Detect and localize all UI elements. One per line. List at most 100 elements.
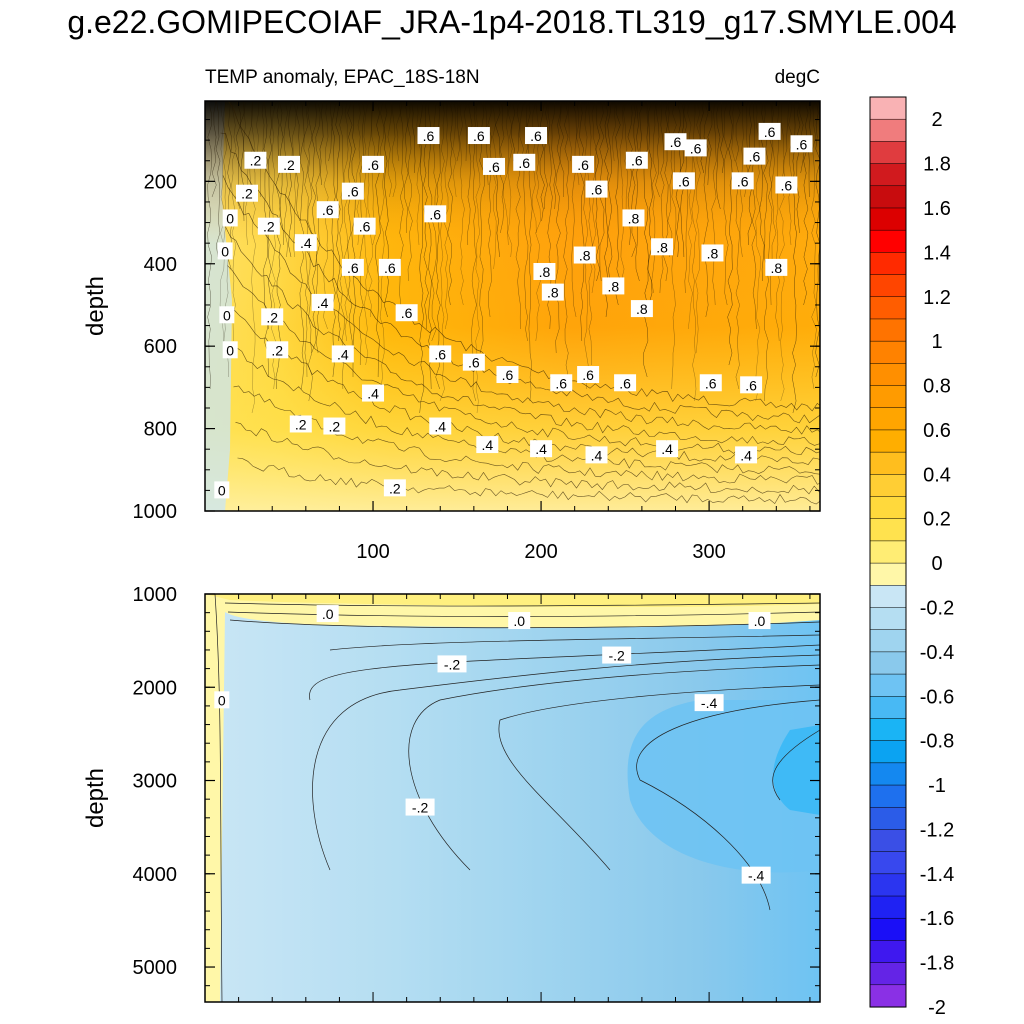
contour-label: .6: [585, 180, 608, 198]
upper-streak: [248, 101, 253, 186]
colorbar-swatch: [869, 806, 907, 830]
svg-text:.6: .6: [555, 375, 567, 391]
upper-streak: [783, 101, 789, 186]
contour-label: .8: [602, 277, 625, 295]
contour-label: .2: [289, 415, 312, 433]
colorbar-label: 0.8: [923, 376, 951, 398]
svg-text:-.2: -.2: [444, 656, 461, 672]
upper-field: [205, 101, 820, 511]
upper-contour-line: [233, 385, 820, 485]
svg-text:.6: .6: [690, 140, 702, 156]
contour-label: .4: [530, 440, 553, 458]
y-tick-label: 800: [144, 419, 177, 441]
svg-text:.6: .6: [749, 149, 761, 165]
contour-label: .4: [476, 436, 499, 454]
contour-label: .6: [699, 374, 722, 392]
y-tick-label: 4000: [133, 864, 178, 886]
contour-label: .6: [525, 127, 548, 144]
contour-label: .6: [462, 353, 485, 371]
colorbar-swatch: [869, 518, 907, 542]
svg-text:.4: .4: [300, 235, 312, 251]
colorbar-swatch: [869, 607, 907, 631]
x-tick-label: 200: [524, 541, 557, 563]
upper-streak: [447, 101, 453, 306]
upper-streak: [347, 101, 353, 354]
upper-streak: [643, 101, 649, 378]
upper-streak: [759, 101, 765, 282]
colorbar-swatch: [869, 585, 907, 609]
upper-streak: [463, 101, 469, 162]
upper-streak: [267, 101, 273, 330]
upper-streak: [571, 101, 577, 318]
upper-streak: [539, 101, 545, 222]
upper-streak: [375, 101, 381, 378]
upper-streak: [612, 101, 617, 162]
upper-streak: [555, 101, 561, 354]
contour-label: .2: [278, 155, 301, 173]
y-tick-label: 1000: [133, 501, 178, 523]
svg-text:.4: .4: [591, 447, 603, 463]
contour-label: .4: [735, 446, 758, 464]
upper-streak: [583, 101, 589, 390]
svg-text:.0: .0: [513, 613, 525, 629]
y-tick-label: 200: [144, 171, 177, 193]
colorbar-swatch: [869, 340, 907, 364]
contour-label: .2: [261, 308, 284, 326]
svg-text:.6: .6: [468, 355, 480, 371]
contour-label: .6: [513, 153, 536, 171]
colorbar-swatch: [869, 252, 907, 276]
upper-streak: [715, 101, 721, 210]
svg-text:.6: .6: [678, 173, 690, 189]
contour-label: 0: [214, 481, 230, 499]
svg-text:.6: .6: [781, 177, 793, 193]
colorbar-swatch: [869, 363, 907, 387]
colorbar-label: 1.6: [923, 198, 951, 220]
contour-label: .6: [378, 258, 401, 276]
svg-text:.2: .2: [241, 186, 253, 202]
upper-streak: [328, 101, 333, 162]
svg-text:0: 0: [218, 692, 226, 708]
svg-text:.8: .8: [539, 264, 551, 280]
colorbar-swatch: [869, 895, 907, 919]
contour-label: -.2: [405, 798, 435, 816]
svg-text:.6: .6: [705, 375, 717, 391]
contour-label: .6: [341, 182, 364, 200]
svg-text:0: 0: [218, 482, 226, 498]
svg-text:.6: .6: [359, 219, 371, 235]
upper-streak: [387, 101, 392, 198]
contour-label: .0: [748, 612, 771, 630]
upper-streak: [303, 101, 309, 378]
upper-x-axis: 100 200 300: [238, 101, 811, 563]
colorbar-swatch: [869, 673, 907, 697]
svg-text:.4: .4: [434, 419, 446, 435]
upper-panel-title: TEMP anomaly, EPAC_18S-18N: [205, 67, 480, 88]
contour-label: .8: [622, 209, 645, 227]
upper-streak: [335, 101, 341, 342]
contour-label: -.4: [741, 866, 771, 884]
colorbar-swatch: [869, 962, 907, 986]
upper-streak: [796, 101, 801, 234]
svg-text:.2: .2: [283, 157, 295, 173]
contour-label: .8: [541, 283, 564, 301]
upper-streak: [507, 101, 513, 258]
colorbar-swatch: [869, 984, 907, 1008]
upper-streak: [579, 101, 585, 342]
colorbar-swatch: [869, 917, 907, 941]
lower-contour-line: [636, 699, 820, 911]
upper-streak: [655, 101, 660, 198]
upper-streak: [283, 101, 288, 258]
upper-streak: [667, 101, 673, 258]
svg-text:.6: .6: [429, 206, 441, 222]
contour-label: .4: [656, 440, 679, 458]
contour-label: .2: [266, 341, 289, 359]
upper-streak: [779, 101, 785, 402]
contour-label: .0: [316, 605, 339, 623]
svg-text:.4: .4: [337, 346, 349, 362]
upper-streak: [755, 101, 761, 402]
colorbar-label: 0.6: [923, 420, 951, 442]
colorbar-label: -2: [928, 997, 946, 1019]
contour-label: .6: [353, 217, 376, 235]
lower-field: [205, 594, 820, 1002]
upper-streak: [635, 101, 640, 282]
colorbar-swatch: [869, 207, 907, 231]
